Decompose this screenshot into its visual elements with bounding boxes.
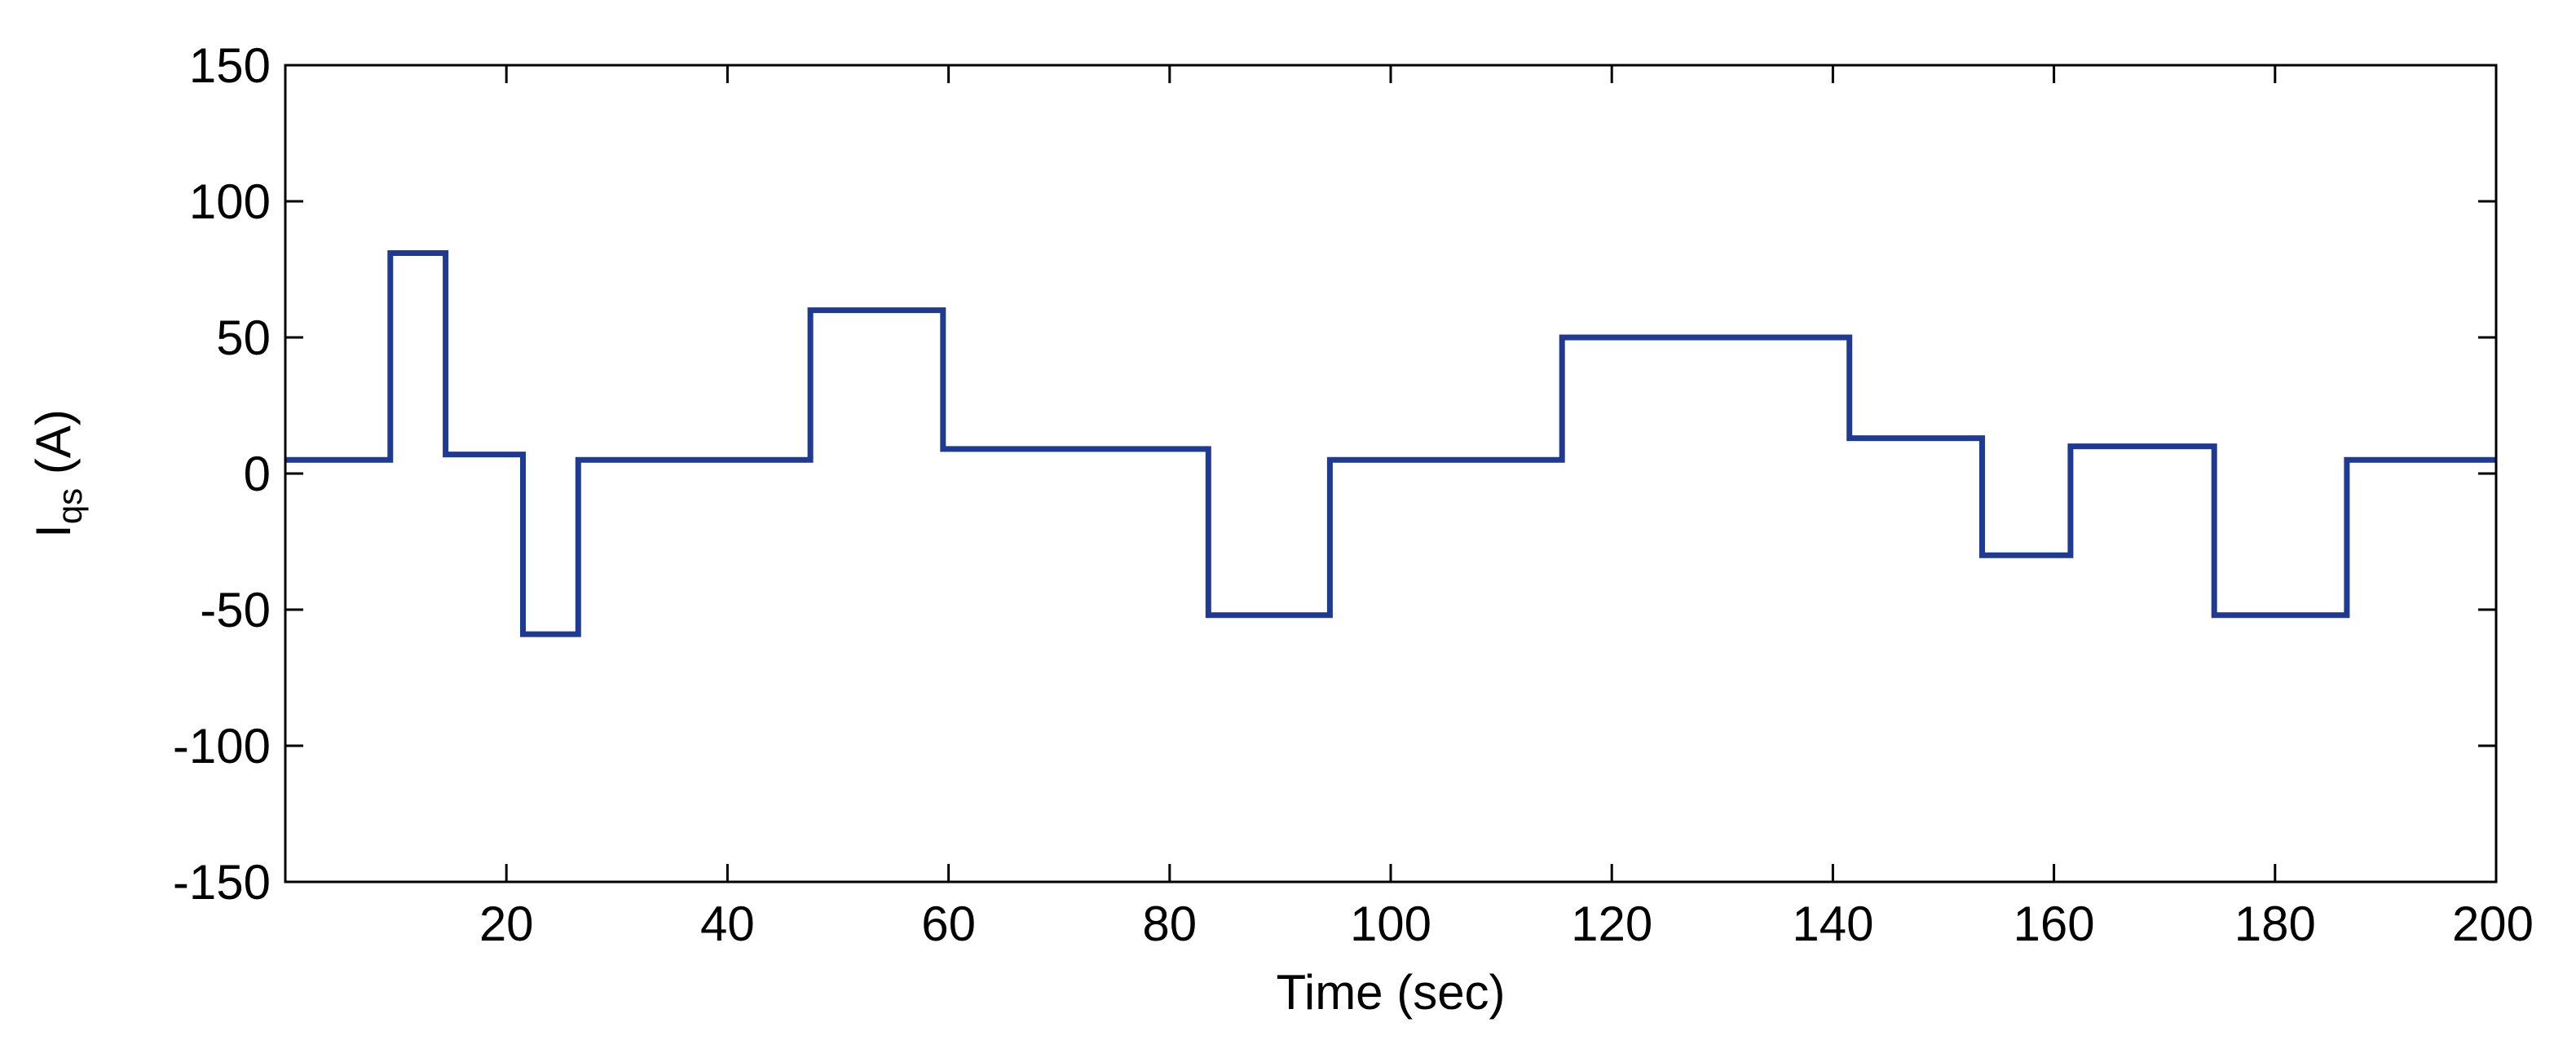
y-tick-label: -50 bbox=[200, 583, 271, 637]
y-axis-ticks: 150 100 50 0 -50 -100 -150 bbox=[173, 38, 2496, 910]
x-tick-label: 200 bbox=[2452, 897, 2534, 951]
y-tick-label: 150 bbox=[189, 38, 271, 93]
x-tick-label: 120 bbox=[1571, 897, 1652, 951]
x-tick-label: 100 bbox=[1350, 897, 1431, 951]
series-line bbox=[285, 250, 2496, 637]
x-axis-title: Time (sec) bbox=[1276, 965, 1505, 1020]
y-tick-label: -150 bbox=[173, 855, 271, 910]
y-tick-label: 100 bbox=[189, 174, 271, 229]
x-tick-label: 20 bbox=[479, 897, 534, 951]
x-axis-ticks: 20 40 60 80 100 120 140 160 180 200 bbox=[479, 65, 2534, 951]
x-tick-label: 60 bbox=[921, 897, 976, 951]
y-axis-title-subscript: qs bbox=[51, 488, 89, 524]
x-tick-label: 40 bbox=[700, 897, 755, 951]
plot-line-layer bbox=[285, 250, 2496, 637]
y-axis-title: Iqs (A) bbox=[26, 409, 89, 538]
y-tick-label: 0 bbox=[244, 447, 271, 501]
x-tick-label: 180 bbox=[2234, 897, 2316, 951]
y-axis-title-suffix: (A) bbox=[26, 409, 81, 488]
y-axis-title-main: I bbox=[26, 524, 81, 538]
y-tick-label: 50 bbox=[216, 311, 271, 365]
y-tick-label: -100 bbox=[173, 719, 271, 773]
x-tick-label: 140 bbox=[1792, 897, 1873, 951]
x-tick-label: 160 bbox=[2014, 897, 2095, 951]
x-tick-label: 80 bbox=[1142, 897, 1197, 951]
